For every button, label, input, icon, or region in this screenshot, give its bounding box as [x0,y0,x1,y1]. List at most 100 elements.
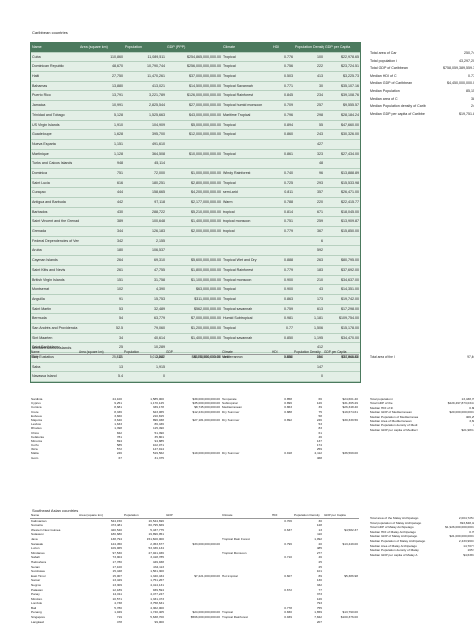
cell: 173 [317,296,323,301]
cell [221,456,271,460]
cell: 46 [318,555,322,560]
cell: Sumatra [31,523,43,528]
summary-value: $229,497,873,034.00 [447,401,474,406]
table-row: Sicily 25,832 5,012,860 $88,735,000,000.00 M… [30,355,359,359]
table-row: Palawan 12,189 939,594 0.672 77 [30,588,359,593]
header-cell: Area (square km) [79,513,103,517]
summary-label: Total area of the Malay Archipelago [370,516,419,520]
cell: Subtropical [222,401,238,406]
cell: Java [31,536,38,541]
cell: 110,860 [110,54,123,59]
summary-label: Total GDP of the [370,401,393,406]
cell: 69,310 [154,258,165,263]
cell: 13,791 [112,93,123,98]
cell [222,372,272,381]
cell: $63,000,000.00 [196,287,221,292]
summary-label: Median Population density of Medi [370,423,418,428]
cell: $22,415.77 [341,200,359,204]
cell: 47,755 [154,267,165,272]
cell: 0.77 [286,325,293,330]
table-row: Minorca 694 94,885 137 [30,439,359,443]
cell: $19,674.61 [342,409,358,414]
cell: Dry Summer [222,451,240,456]
cell: Kalimantan [31,518,47,523]
cell: Dominican Republic [32,64,64,69]
cell: 420,540 [110,527,122,532]
table: Name Area (square km) Population GDP Climate… [30,513,359,624]
table-row: Saint Martin 53 32,489 $562,000,000.00 Tropi… [31,305,360,315]
cell: Trinidad and Tobago [32,112,65,117]
cell: 5,780 [114,605,122,610]
cell: 0.776 [284,54,293,59]
cell: 31,758 [154,277,165,282]
cell: 585 [116,443,122,448]
cell: $1,000,000,000.00 [191,170,221,175]
cell: 104,909 [152,122,165,127]
header-cell: Population [124,350,140,354]
table-row: Montserrat 102 4,390 $63,000,000.00 Tropical… [31,285,360,295]
cell: 1,398 [114,426,122,431]
cell: Mediterranean [222,355,243,360]
summary-label: Median HDI of th [370,405,394,410]
cell: 444 [117,190,123,195]
cell: 53,336,134 [148,546,164,551]
cell: 842 [116,430,122,435]
cell: 367 [317,229,323,234]
summary-value: $4,638.09 [463,552,474,557]
header-cell: Population [125,45,142,49]
summary-row: Total population of Malay Archipelago 393… [370,521,474,526]
cell: Saint Barthélemy [32,345,60,350]
table-row: Jamaica 10,991 2,825,544 $27,000,000,000.00… [31,101,360,111]
cell: 13 [318,527,322,532]
cell: 13 [119,364,123,369]
cell [166,140,222,149]
cell: 0 [321,374,323,379]
cell: 137 [316,438,322,443]
cell: Tropical monsoon [223,277,252,282]
cell: Sumbawa [31,569,45,574]
cell: $13,888.89 [341,170,359,175]
cell: 1,195 [314,335,323,340]
cell: Sicily [31,355,39,360]
cell: $15,850.00 [341,229,359,234]
cell: 53 [119,306,123,311]
cell: $24,000,000,000.00 [192,610,220,615]
cell: 5,128 [114,112,123,117]
cell: 180,680 [110,532,122,537]
summary-row: Median GDP per capita of Malay A $4,638.0… [370,553,474,558]
table-row: Mindoro 10,571 1,331,473 126 [30,597,359,602]
table-row: Anguilla 91 15,753 $311,000,000.00 Tropical 0… [31,295,360,305]
cell: 4,414,131 [150,582,164,587]
cell: Sarawak [31,541,44,546]
table-row: British Virgin Islands 151 31,758 $1,100,00… [31,276,360,286]
cell: Cyprus [31,401,41,406]
cell: Jamaica [32,103,46,108]
cell: $26,348.40 [342,405,358,410]
cell: 11,089,511 [147,54,165,59]
cell: 0.850 [284,355,293,359]
cell: 25 [119,345,123,350]
cell: 1,151 [114,141,123,146]
header-cell: Climate [223,45,236,49]
cell: 293 [317,180,323,185]
cell: 0.779 [284,267,293,272]
cell: 154 [317,355,323,359]
cell: 39 [318,405,322,410]
cell: 55 [319,122,323,127]
cell: $30,326.00 [341,132,359,137]
summary-row: Total area of Car 250,741 [370,50,474,58]
cell: 147,914 [152,447,164,452]
table-row: Saint Kitts and Nevis 261 47,755 $1,800,000… [31,266,360,276]
cell: $100,376.00 [340,615,358,620]
cell: 5,638,700 [150,615,164,620]
cell: 86,436 [154,422,164,427]
table-row: Mindanao 97,530 27,021,036 Tropical Monsoon… [30,551,359,556]
cell: 0.672 [284,587,292,592]
table-row: Curaçao 444 158,665 $4,200,000,000.00 semi-a… [31,188,360,198]
cell: Tropical savannah [223,335,253,340]
table-row: Majorca 3,640 896,038 $27,181,000,000.00 Dry… [30,418,359,422]
header-row: Name Area (square km) Population GDP (PPP) C… [31,43,360,53]
cell: Navassa Island [32,374,57,379]
cell [324,363,360,372]
cell: Saba [32,364,41,369]
